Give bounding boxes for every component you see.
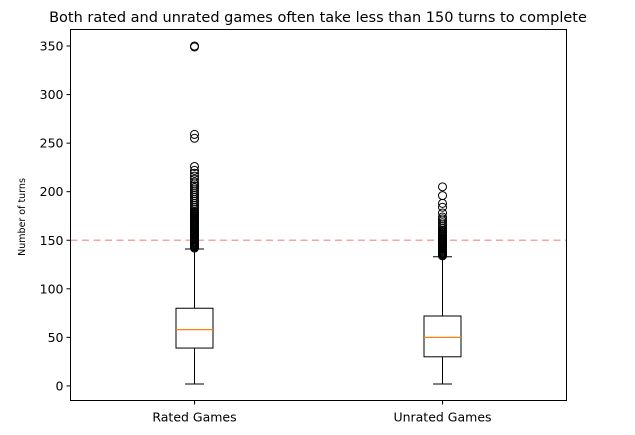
flier-point (190, 174, 199, 184)
flier-point (438, 212, 447, 222)
y-tick-label: 200 (40, 184, 64, 199)
y-tick-label: 150 (40, 233, 64, 248)
flier-point (190, 133, 199, 143)
x-tick-label: Unrated Games (393, 410, 491, 425)
flier-point (438, 182, 447, 192)
y-tick-label: 300 (40, 87, 64, 102)
flier-point (190, 177, 199, 187)
flier-point (190, 161, 199, 171)
axes-frame (70, 29, 567, 401)
flier-point (190, 171, 199, 181)
flier-point (190, 41, 199, 51)
y-tick-label: 250 (40, 136, 64, 151)
y-tick-label: 50 (48, 330, 64, 345)
flier-point (190, 129, 199, 139)
plot-area (70, 41, 567, 385)
x-tick-label: Rated Games (152, 410, 236, 425)
y-tick-label: 0 (56, 378, 64, 393)
flier-point (438, 208, 447, 218)
flier-point (438, 191, 447, 201)
flier-point (190, 165, 199, 175)
iqr-box (175, 307, 214, 349)
box-group-2 (423, 182, 462, 385)
y-tick-label: 350 (40, 39, 64, 54)
box-group-1 (175, 41, 214, 385)
y-tick-label: 100 (40, 281, 64, 296)
iqr-box (423, 315, 462, 358)
flier-point (190, 168, 199, 178)
flier-point (438, 202, 447, 212)
x-axis: Rated Games Unrated Games (152, 400, 492, 425)
y-axis-label: Number of turns (17, 178, 28, 256)
y-axis: 0 50 100 150 200 250 300 350 (40, 39, 71, 393)
chart-title: Both rated and unrated games often take … (49, 10, 587, 26)
